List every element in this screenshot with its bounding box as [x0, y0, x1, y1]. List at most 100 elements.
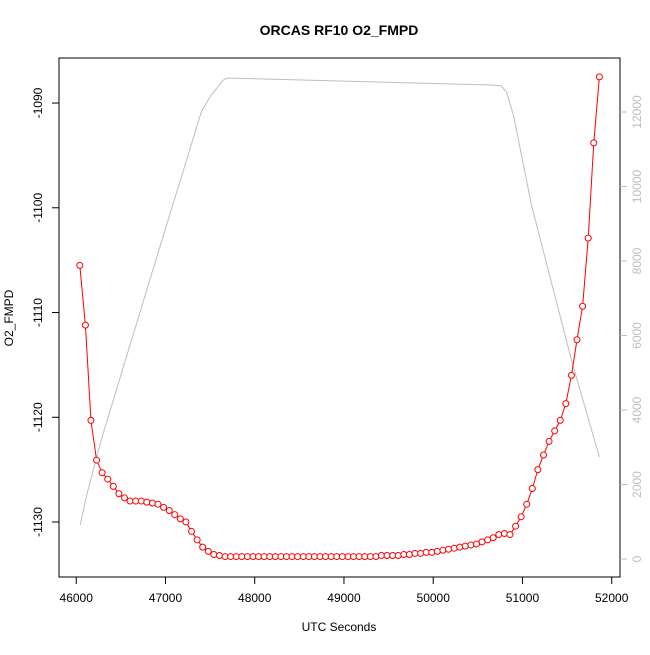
x-axis-label: UTC Seconds — [302, 620, 377, 634]
data-point — [417, 549, 425, 557]
y2-tick-label: 6000 — [630, 322, 644, 349]
x-tick-label: 46000 — [60, 591, 94, 605]
data-point — [506, 531, 514, 539]
data-point — [500, 530, 508, 538]
data-point — [366, 553, 374, 561]
data-point — [76, 261, 84, 269]
data-point — [584, 234, 592, 242]
data-point — [188, 527, 196, 535]
data-point — [87, 416, 95, 424]
y2-tick-label: 12000 — [630, 95, 644, 129]
data-point — [350, 553, 358, 561]
data-point — [545, 437, 553, 445]
data-point — [461, 542, 469, 550]
data-point — [478, 538, 486, 546]
data-point — [294, 553, 302, 561]
data-point — [338, 553, 346, 561]
data-point — [109, 482, 117, 490]
data-point — [377, 552, 385, 560]
data-point — [445, 545, 453, 553]
data-point — [160, 503, 168, 511]
data-point — [540, 451, 548, 459]
data-point — [590, 139, 598, 147]
data-point — [115, 490, 123, 498]
data-point — [165, 506, 173, 514]
data-point — [121, 494, 129, 502]
data-point — [299, 553, 307, 561]
data-point — [126, 497, 134, 505]
data-point — [227, 553, 235, 561]
y-tick-label: -1110 — [31, 298, 45, 327]
data-point — [439, 546, 447, 554]
data-point — [467, 541, 475, 549]
y2-tick-label: 4000 — [630, 396, 644, 423]
data-point — [422, 548, 430, 556]
data-point — [523, 500, 531, 508]
y2-tick-label: 8000 — [630, 247, 644, 274]
data-point — [405, 550, 413, 558]
data-point — [355, 553, 363, 561]
data-point — [271, 553, 279, 561]
y2-tick-label: 10000 — [630, 170, 644, 204]
data-point — [204, 547, 212, 555]
x-tick-label: 52000 — [595, 591, 629, 605]
data-point — [573, 336, 581, 344]
data-point — [595, 73, 603, 81]
data-point — [394, 552, 402, 560]
data-point — [238, 553, 246, 561]
y-tick-label: -1120 — [31, 402, 45, 432]
data-point — [210, 550, 218, 558]
data-point — [372, 553, 380, 561]
y-tick-label: -1130 — [31, 507, 45, 537]
data-point — [556, 416, 564, 424]
x-tick-label: 48000 — [238, 591, 272, 605]
data-point — [428, 548, 436, 556]
data-point — [266, 553, 274, 561]
data-point — [495, 531, 503, 539]
y-axis-label: O2_FMPD — [2, 289, 16, 346]
data-point — [81, 321, 89, 329]
data-point — [98, 469, 106, 477]
x-tick-label: 51000 — [506, 591, 540, 605]
series-line — [79, 77, 600, 526]
data-point — [489, 534, 497, 542]
data-point — [243, 553, 251, 561]
data-point — [93, 456, 101, 464]
data-point — [512, 522, 520, 530]
data-point — [137, 497, 145, 505]
data-point — [433, 547, 441, 555]
data-point — [282, 553, 290, 561]
data-point — [104, 475, 112, 483]
data-point — [551, 427, 559, 435]
data-point — [562, 400, 570, 408]
x-tick-label: 49000 — [327, 591, 361, 605]
data-point — [411, 549, 419, 557]
y-tick-label: -1100 — [31, 193, 45, 223]
data-point — [171, 511, 179, 519]
data-point — [176, 515, 184, 523]
data-point — [148, 499, 156, 507]
data-point — [327, 553, 335, 561]
data-point — [567, 371, 575, 379]
y2-tick-label: 0 — [630, 555, 644, 562]
chart-title: ORCAS RF10 O2_FMPD — [260, 22, 419, 38]
x-tick-label: 47000 — [149, 591, 183, 605]
data-point — [322, 553, 330, 561]
data-point — [154, 500, 162, 508]
data-point — [215, 552, 223, 560]
data-point — [383, 552, 391, 560]
data-point — [534, 466, 542, 474]
data-point — [456, 543, 464, 551]
data-point — [528, 484, 536, 492]
data-point — [450, 544, 458, 552]
data-point — [182, 518, 190, 526]
y-tick-label: -1090 — [31, 87, 45, 118]
data-point — [310, 553, 318, 561]
data-point — [517, 513, 525, 521]
data-point — [193, 536, 201, 544]
data-point — [255, 553, 263, 561]
y2-tick-label: 2000 — [630, 471, 644, 498]
